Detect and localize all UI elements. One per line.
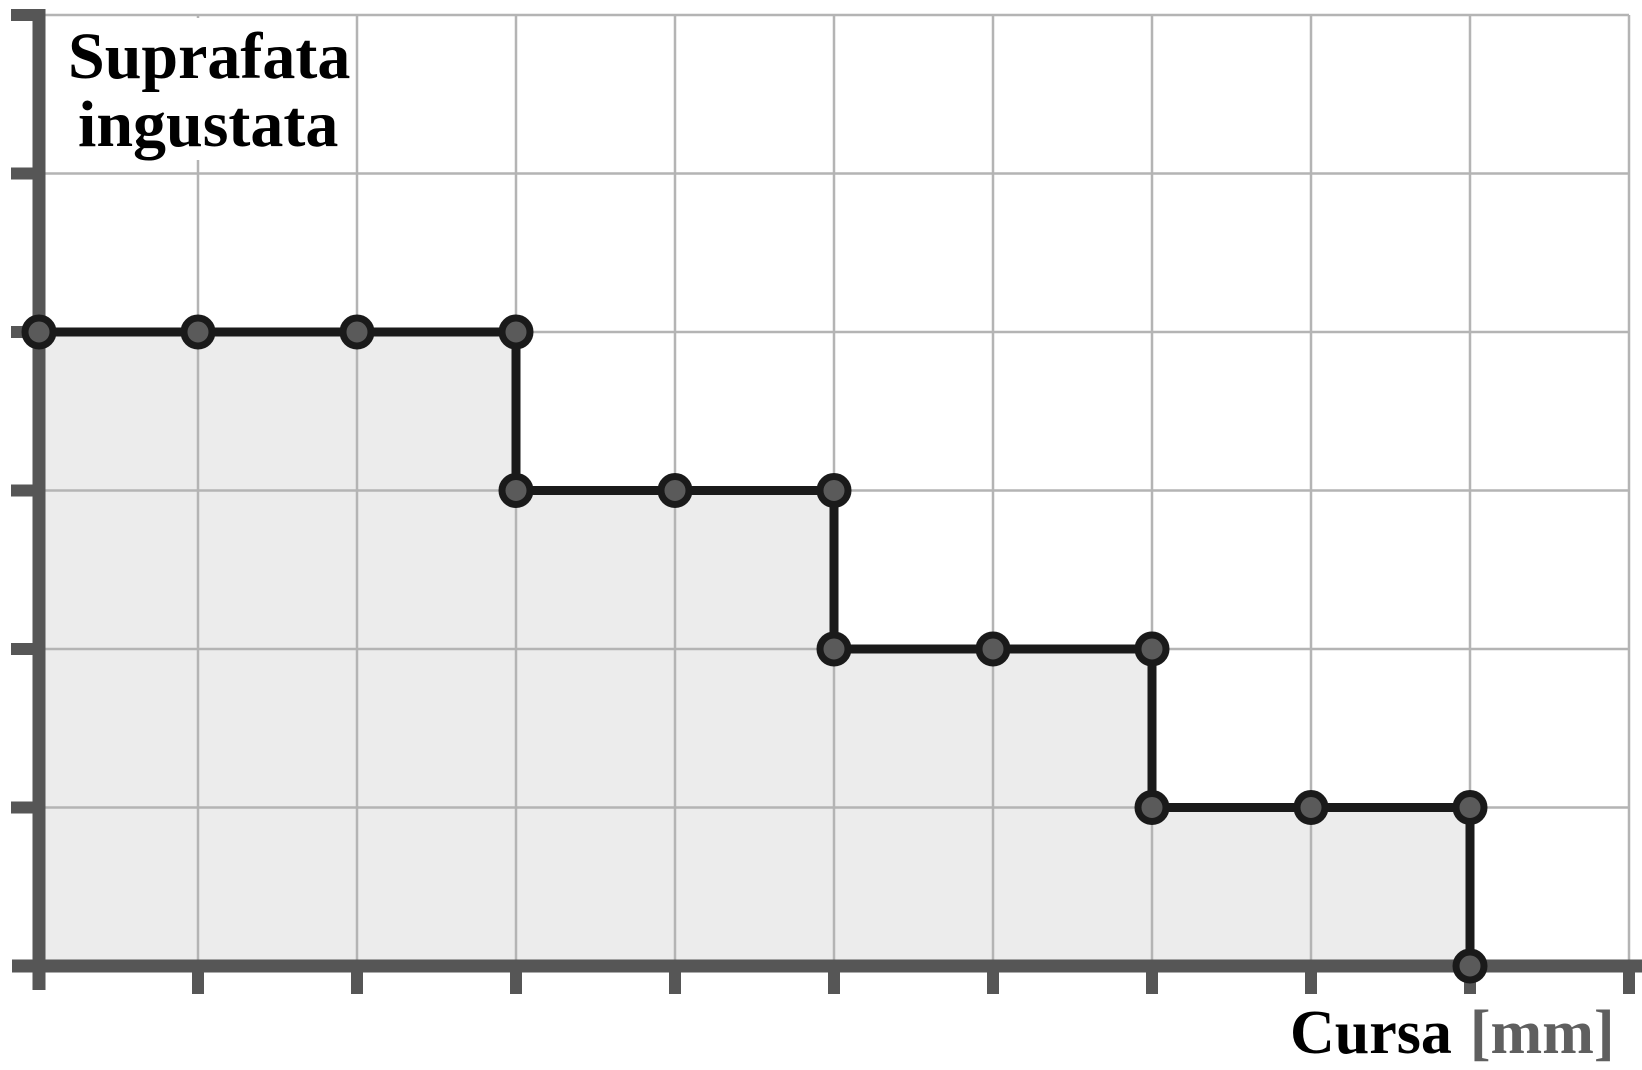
y-axis-title-line1: Suprafata (68, 20, 350, 93)
step-line-layer (39, 327, 1475, 966)
data-point-5 (657, 473, 693, 508)
step-line (39, 327, 1475, 966)
data-point-8 (975, 631, 1011, 667)
x-axis-label: Cursa [mm] (1290, 999, 1615, 1067)
data-point-4 (498, 473, 534, 508)
data-point-1 (180, 314, 216, 350)
x-axis-label-name: Cursa (1290, 999, 1452, 1067)
data-point-9 (1134, 631, 1170, 667)
data-point-3 (498, 314, 534, 350)
x-axis-label-unit: [mm] (1470, 999, 1615, 1067)
data-points-layer (21, 314, 1488, 984)
y-axis-title-line2: ingustata (78, 88, 338, 161)
data-point-0 (21, 314, 57, 350)
title-background (48, 18, 352, 160)
data-point-7 (816, 631, 852, 667)
data-point-6 (816, 473, 852, 508)
data-point-2 (339, 314, 375, 350)
data-point-10 (1134, 790, 1170, 825)
data-point-11 (1293, 790, 1329, 825)
data-point-12 (1452, 790, 1488, 825)
data-point-13 (1452, 948, 1488, 984)
